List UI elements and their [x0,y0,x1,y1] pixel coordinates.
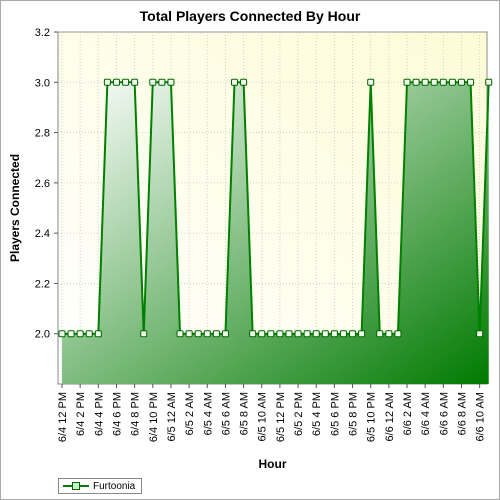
data-point [294,330,302,338]
data-point [158,78,166,86]
x-tick-label: 6/4 6 PM [111,392,123,436]
chart-title: Total Players Connected By Hour [139,8,361,24]
data-point [131,78,139,86]
x-axis-label: Hour [259,457,287,471]
data-point [67,330,75,338]
legend-marker-icon [63,482,89,490]
x-tick-label: 6/4 8 PM [130,392,142,436]
data-point [212,330,220,338]
data-point [394,330,402,338]
x-tick-label: 6/5 10 PM [366,392,378,442]
data-point [149,78,157,86]
data-point [430,78,438,86]
y-tick-label: 2.6 [35,178,50,190]
x-tick-label: 6/6 12 AM [384,392,396,442]
x-tick-label: 6/6 6 AM [438,392,450,435]
x-tick-label: 6/5 4 AM [202,392,214,435]
data-point [412,78,420,86]
data-point [439,78,447,86]
x-tick-label: 6/5 8 AM [239,392,251,435]
data-point [421,78,429,86]
data-point [85,330,93,338]
legend-label: Furtoonia [93,480,136,492]
data-point [349,330,357,338]
data-point [448,78,456,86]
data-point [403,78,411,86]
data-point [358,330,366,338]
x-tick-label: 6/5 6 AM [220,392,232,435]
data-point [58,330,66,338]
x-tick-label: 6/6 2 AM [402,392,414,435]
data-point [249,330,257,338]
data-point [240,78,248,86]
y-tick-label: 2.0 [35,329,50,341]
data-point [176,330,184,338]
data-point [476,330,484,338]
data-point [122,78,130,86]
x-tick-label: 6/6 4 AM [420,392,432,435]
data-point [76,330,84,338]
x-tick-label: 6/5 12 PM [275,392,287,442]
x-tick-label: 6/4 2 PM [75,392,87,436]
data-point [467,78,475,86]
data-point [339,330,347,338]
data-point [221,330,229,338]
x-tick-label: 6/4 12 PM [57,392,69,442]
x-tick-label: 6/5 2 AM [184,392,196,435]
y-tick-label: 3.2 [35,27,50,39]
x-tick-label: 6/5 12 AM [166,392,178,442]
x-tick-label: 6/5 10 AM [257,392,269,442]
legend: Furtoonia [58,478,143,494]
y-tick-label: 3.0 [35,77,50,89]
data-point [367,78,375,86]
data-point [231,78,239,86]
y-axis: 2.0 2.2 2.4 2.6 2.8 3.0 3.2 [35,27,58,341]
x-axis: 6/4 12 PM 6/4 2 PM 6/4 4 PM 6/4 6 PM 6/4 8 P… [57,384,487,442]
data-point [457,78,465,86]
x-tick-label: 6/4 10 PM [148,392,160,442]
data-point [203,330,211,338]
y-tick-label: 2.2 [35,278,50,290]
data-point [103,78,111,86]
data-point [321,330,329,338]
x-tick-label: 6/6 10 AM [475,392,487,442]
x-tick-label: 6/4 4 PM [93,392,105,436]
data-point [185,330,193,338]
data-point [276,330,284,338]
data-point [267,330,275,338]
y-axis-label: Players Connected [8,154,22,262]
data-point [303,330,311,338]
x-tick-label: 6/5 4 PM [311,392,323,436]
x-tick-label: 6/5 8 PM [348,392,360,436]
data-point [194,330,202,338]
x-tick-label: 6/5 2 PM [293,392,305,436]
y-tick-label: 2.8 [35,128,50,140]
series-markers [58,78,493,338]
data-point [140,330,148,338]
series-area-fill [62,82,489,385]
data-point [167,78,175,86]
data-point [94,330,102,338]
data-point [376,330,384,338]
data-point [330,330,338,338]
data-point [112,78,120,86]
x-tick-label: 6/5 6 PM [329,392,341,436]
data-point [312,330,320,338]
data-point [285,330,293,338]
data-point [258,330,266,338]
x-tick-label: 6/6 8 AM [456,392,468,435]
y-tick-label: 2.4 [35,228,50,240]
data-point [485,78,493,86]
data-point [385,330,393,338]
